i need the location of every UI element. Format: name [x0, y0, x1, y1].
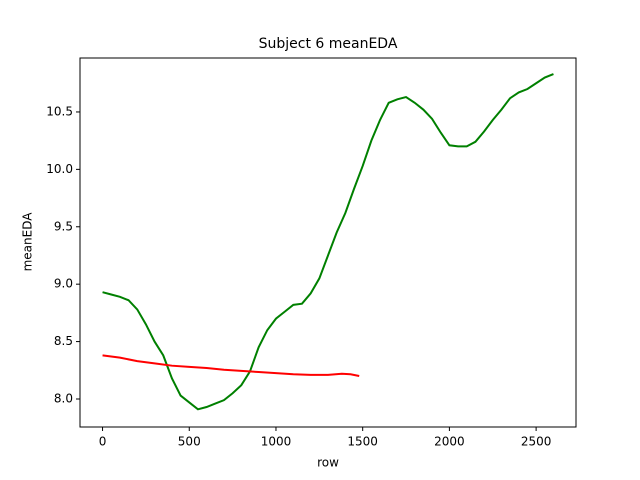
y-tick-label: 8.5	[54, 334, 73, 348]
y-tick-label: 10.5	[46, 104, 73, 118]
y-tick-label: 10.0	[46, 162, 73, 176]
chart-title: Subject 6 meanEDA	[259, 36, 398, 52]
x-axis-label: row	[317, 456, 339, 470]
y-tick-label: 9.5	[54, 219, 73, 233]
y-axis-label: meanEDA	[21, 212, 35, 272]
x-tick-label: 2000	[434, 435, 465, 449]
x-tick-label: 1500	[347, 435, 378, 449]
y-tick-label: 8.0	[54, 391, 73, 405]
x-tick-label: 1000	[261, 435, 292, 449]
line-series	[102, 354, 360, 378]
x-tick-label: 500	[178, 435, 201, 449]
plot-frame	[79, 57, 577, 428]
y-tick-label: 9.0	[54, 277, 73, 291]
x-tick-label: 0	[99, 435, 107, 449]
line-series	[102, 73, 554, 411]
x-tick-label: 2500	[521, 435, 552, 449]
